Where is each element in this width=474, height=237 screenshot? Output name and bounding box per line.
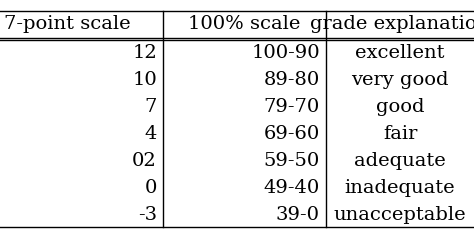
Text: 69-60: 69-60 bbox=[264, 125, 320, 143]
Text: 100-90: 100-90 bbox=[251, 44, 320, 62]
Text: 89-80: 89-80 bbox=[264, 71, 320, 89]
Text: 0: 0 bbox=[145, 179, 157, 197]
Text: 59-50: 59-50 bbox=[264, 152, 320, 170]
Text: 39-0: 39-0 bbox=[276, 206, 320, 224]
Text: 10: 10 bbox=[132, 71, 157, 89]
Text: -3: -3 bbox=[138, 206, 157, 224]
Text: very good: very good bbox=[351, 71, 449, 89]
Text: 7-point scale: 7-point scale bbox=[4, 15, 131, 33]
Text: 02: 02 bbox=[132, 152, 157, 170]
Text: 100% scale: 100% scale bbox=[188, 15, 301, 33]
Text: 79-70: 79-70 bbox=[264, 98, 320, 116]
Text: 12: 12 bbox=[132, 44, 157, 62]
Text: fair: fair bbox=[383, 125, 417, 143]
Text: 4: 4 bbox=[145, 125, 157, 143]
Text: good: good bbox=[376, 98, 424, 116]
Text: adequate: adequate bbox=[354, 152, 446, 170]
Text: grade explanation: grade explanation bbox=[310, 15, 474, 33]
Text: unacceptable: unacceptable bbox=[334, 206, 466, 224]
Text: 7: 7 bbox=[145, 98, 157, 116]
Text: excellent: excellent bbox=[355, 44, 445, 62]
Text: inadequate: inadequate bbox=[345, 179, 456, 197]
Text: 49-40: 49-40 bbox=[264, 179, 320, 197]
